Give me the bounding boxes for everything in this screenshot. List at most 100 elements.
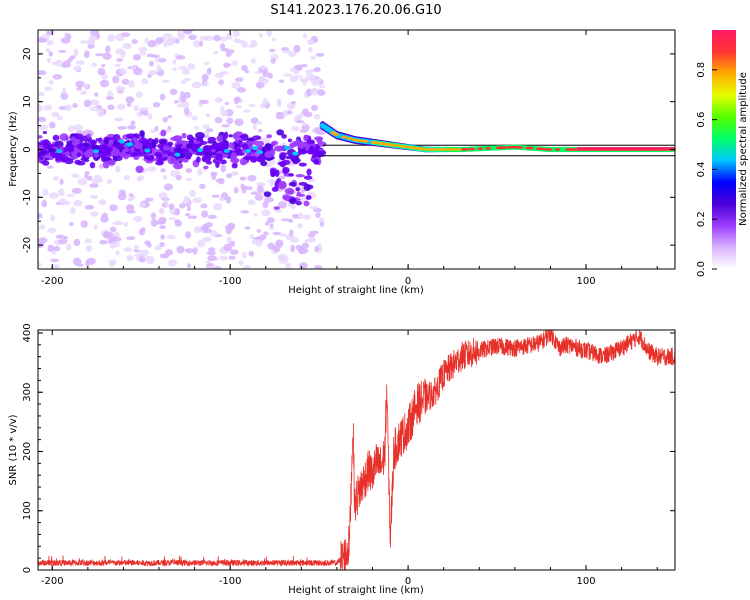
- noise-blob: [154, 245, 162, 251]
- line-core: [501, 146, 508, 149]
- line-core: [450, 148, 457, 151]
- noise-blob: [273, 247, 281, 253]
- noise-blob: [114, 63, 121, 68]
- noise-blob: [177, 30, 183, 39]
- line-core: [554, 148, 561, 151]
- noise-blob: [224, 101, 230, 105]
- noise-blob: [121, 78, 130, 85]
- noise-blob: [76, 86, 82, 91]
- band-blob: [303, 175, 313, 180]
- noise-blob: [123, 247, 133, 252]
- noise-blob: [125, 96, 135, 104]
- noise-blob: [58, 188, 65, 197]
- noise-blob: [299, 111, 304, 119]
- noise-blob: [164, 249, 174, 256]
- noise-blob: [262, 200, 269, 209]
- snr-frame: [37, 329, 676, 571]
- noise-blob: [39, 124, 49, 131]
- band-hotspot: [56, 149, 63, 154]
- noise-blob: [147, 243, 152, 248]
- noise-blob: [175, 174, 182, 181]
- noise-blob: [107, 104, 115, 111]
- noise-blob: [206, 266, 216, 269]
- noise-blob: [156, 64, 161, 73]
- band-blob: [295, 193, 306, 197]
- noise-blob: [98, 163, 104, 169]
- noise-blob: [172, 67, 178, 72]
- noise-blob: [66, 243, 72, 251]
- noise-blob: [107, 90, 114, 98]
- noise-blob: [148, 70, 158, 76]
- noise-blob: [233, 96, 242, 102]
- band-blob: [89, 161, 96, 169]
- noise-blob: [108, 259, 117, 266]
- noise-blob: [51, 264, 61, 269]
- noise-blob: [302, 214, 311, 220]
- noise-blob: [158, 208, 164, 214]
- noise-blob: [51, 251, 57, 256]
- spec-xtick-label: 100: [576, 276, 595, 287]
- band-blob: [186, 134, 194, 141]
- band-blob: [288, 173, 294, 177]
- band-blob: [304, 144, 310, 151]
- noise-blob: [193, 39, 201, 48]
- noise-blob: [94, 92, 99, 97]
- line-core: [439, 148, 446, 151]
- band-blob: [216, 135, 224, 143]
- band-blob: [39, 156, 44, 160]
- noise-blob: [213, 34, 221, 42]
- noise-blob: [241, 65, 248, 71]
- noise-blob: [126, 101, 132, 108]
- noise-blob: [139, 51, 147, 56]
- noise-blob: [138, 46, 148, 52]
- noise-blob: [55, 234, 65, 239]
- spec-ytick-label: -20: [22, 237, 33, 253]
- band-blob: [119, 151, 127, 158]
- band-blob: [65, 150, 70, 158]
- band-blob: [311, 154, 316, 159]
- noise-blob: [315, 212, 321, 219]
- noise-blob: [115, 85, 126, 92]
- noise-blob: [256, 185, 264, 194]
- noise-blob: [278, 79, 285, 84]
- band-blob: [264, 142, 272, 150]
- noise-blob: [205, 128, 214, 133]
- band-blob: [255, 156, 261, 162]
- noise-blob: [69, 221, 74, 227]
- noise-blob: [311, 87, 318, 96]
- noise-blob: [247, 174, 257, 182]
- noise-blob: [87, 43, 95, 49]
- noise-blob: [185, 231, 192, 239]
- noise-blob: [133, 67, 143, 76]
- noise-blob: [198, 40, 203, 47]
- noise-blob: [113, 117, 124, 122]
- noise-blob: [225, 33, 233, 40]
- band-blob: [170, 136, 178, 141]
- band-blob: [158, 159, 164, 165]
- noise-blob: [176, 55, 186, 60]
- noise-blob: [98, 199, 107, 206]
- band-blob: [215, 161, 220, 168]
- band-blob: [135, 148, 142, 156]
- noise-blob: [219, 43, 226, 50]
- noise-blob: [80, 220, 88, 228]
- band-blob: [276, 129, 285, 136]
- band-blob: [52, 134, 60, 141]
- noise-blob: [302, 108, 309, 116]
- noise-blob: [135, 91, 144, 98]
- noise-blob: [85, 245, 93, 252]
- band-blob: [74, 133, 84, 140]
- noise-blob: [158, 216, 167, 224]
- band-blob: [270, 168, 276, 174]
- noise-blob: [66, 193, 75, 197]
- noise-blob: [191, 115, 198, 121]
- noise-blob: [80, 90, 87, 96]
- line-core: [389, 143, 396, 147]
- noise-blob: [261, 78, 269, 85]
- noise-blob: [254, 193, 264, 201]
- noise-blob: [200, 203, 208, 209]
- noise-blob: [201, 73, 209, 82]
- band-blob: [288, 181, 297, 187]
- noise-blob: [131, 39, 138, 44]
- band-blob: [215, 142, 224, 150]
